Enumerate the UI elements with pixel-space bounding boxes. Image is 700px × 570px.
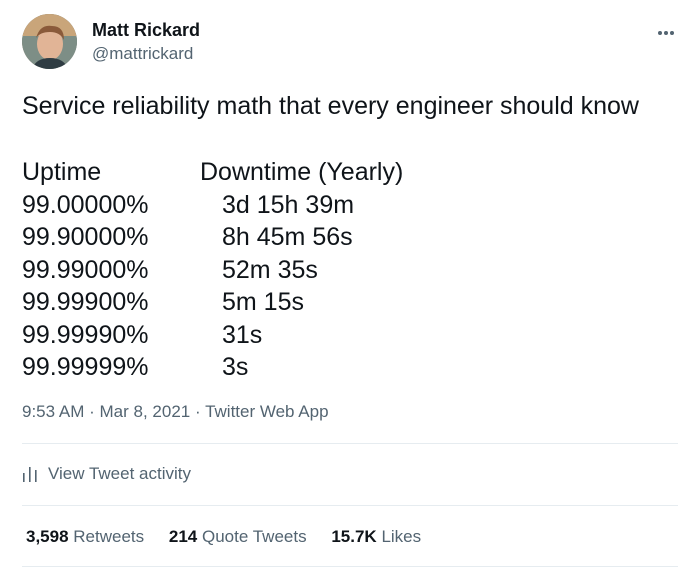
quote-tweets-stat[interactable]: 214 Quote Tweets <box>169 527 311 546</box>
uptime-cell: 99.90000% <box>22 223 149 251</box>
more-options-icon[interactable] <box>658 22 680 35</box>
uptime-cell: 99.00000% <box>22 190 149 219</box>
tweet-stats: 3,598 Retweets 214 Quote Tweets 15.7K Li… <box>26 527 441 547</box>
tweet-time[interactable]: 9:53 AM <box>22 402 85 421</box>
view-tweet-activity-link[interactable]: View Tweet activity <box>22 464 191 484</box>
likes-count: 15.7K <box>331 527 377 546</box>
downtime-cell: 3d 15h 39m <box>222 190 355 219</box>
divider <box>22 505 678 506</box>
downtime-cell: 31s <box>222 320 263 349</box>
likes-stat[interactable]: 15.7K Likes <box>331 527 421 546</box>
uptime-cell: 99.99990% <box>22 320 149 349</box>
downtime-cell: 5m 15s <box>222 288 304 316</box>
uptime-cell: 99.99999% <box>22 353 149 381</box>
tweet-date[interactable]: Mar 8, 2021 <box>99 402 191 421</box>
tweet-text-line: Service reliability math that every engi… <box>22 92 639 120</box>
meta-separator: · <box>194 402 201 421</box>
view-tweet-activity-label: View Tweet activity <box>48 464 191 483</box>
bar-chart-icon <box>23 467 37 482</box>
quote-tweets-label: Quote Tweets <box>202 527 307 546</box>
likes-label: Likes <box>381 527 422 546</box>
author-display-name[interactable]: Matt Rickard <box>92 20 201 40</box>
meta-separator: · <box>89 402 95 421</box>
downtime-cell: 52m 35s <box>222 255 318 284</box>
retweets-count: 3,598 <box>26 527 69 546</box>
retweets-label: Retweets <box>73 527 145 546</box>
downtime-cell: 3s <box>222 353 249 381</box>
tweet-meta: 9:53 AM · Mar 8, 2021 · Twitter Web App <box>22 402 329 422</box>
divider <box>22 443 678 444</box>
avatar-photo-icon <box>22 14 77 69</box>
quote-tweets-count: 214 <box>168 527 198 546</box>
uptime-cell: 99.99900% <box>22 288 149 316</box>
table-header-uptime: Uptime <box>22 158 102 186</box>
author-avatar[interactable] <box>22 14 77 69</box>
retweets-stat[interactable]: 3,598 Retweets <box>26 527 149 546</box>
table-header-downtime: Downtime (Yearly) <box>200 158 404 186</box>
divider <box>22 566 678 567</box>
tweet-source-link[interactable]: Twitter Web App <box>205 402 329 421</box>
author-handle[interactable]: @mattrickard <box>92 44 194 63</box>
tweet-text: Service reliability math that every engi… <box>22 90 682 156</box>
downtime-cell: 8h 45m 56s <box>222 223 353 251</box>
uptime-cell: 99.99000% <box>22 255 149 284</box>
